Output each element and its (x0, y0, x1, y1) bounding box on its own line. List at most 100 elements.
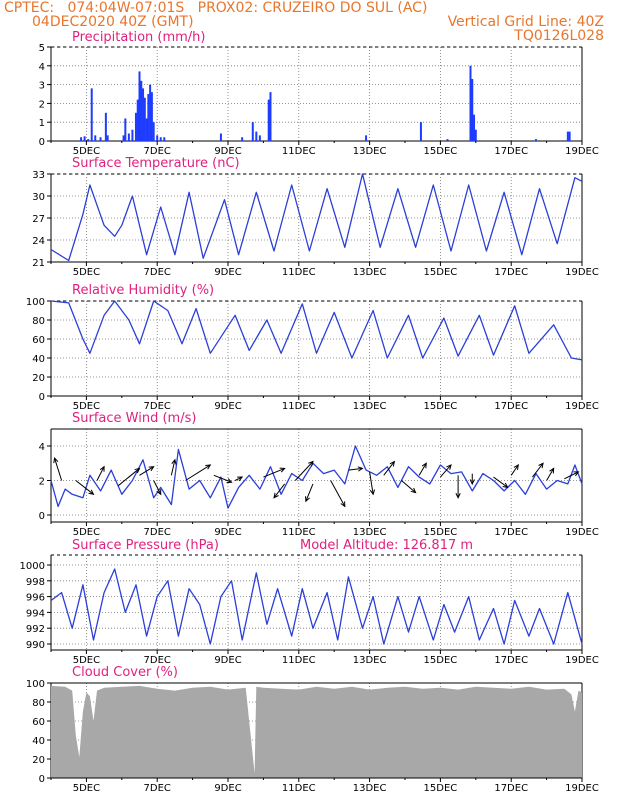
wind-arrow (546, 468, 555, 481)
wind-arrow (401, 480, 416, 493)
precip-xtick-label: 11DEC (282, 146, 316, 157)
precip-bar (568, 131, 571, 141)
wind-arrow (117, 468, 140, 487)
cloud-ytick-label: 40 (32, 736, 45, 747)
wind-arrow-head (446, 464, 452, 470)
wind-arrow (263, 467, 285, 478)
pressure-xtick-label: 17DEC (494, 655, 528, 666)
wind-arrow-head (469, 479, 475, 486)
precip-bar (469, 65, 472, 141)
precip-bar (471, 78, 474, 141)
wind-ytick-label: 0 (39, 511, 45, 522)
header-datetime: 04DEC2020 40Z (GMT) (32, 14, 194, 30)
rh-title: Relative Humidity (%) (72, 283, 214, 298)
precip-xtick-label: 9DEC (214, 146, 241, 157)
wind-ytick-label: 2 (39, 477, 45, 488)
precip-bar (83, 136, 86, 141)
wind-arrow-head (389, 460, 396, 467)
temp-series-line (50, 173, 583, 262)
wind-arrow-head (549, 467, 555, 474)
rh-xtick-label: 11DEC (282, 401, 316, 412)
precip-bar (566, 131, 569, 141)
precip-bar (94, 135, 97, 141)
pressure-xtick-label: 15DEC (424, 655, 458, 666)
wind-arrow-head (88, 489, 95, 496)
wind-arrow (153, 480, 162, 495)
precip-bar (138, 71, 141, 141)
temp-xtick-label: 13DEC (353, 267, 387, 278)
header-location: CPTEC: 074:04W-07:01S PROX02: CRUZEIRO D… (4, 0, 428, 16)
temp-ytick-label: 24 (32, 236, 45, 247)
temp-ytick-label: 30 (32, 192, 45, 203)
precip-bar (473, 114, 476, 141)
wind-arrow (564, 471, 579, 480)
wind-arrow (139, 466, 154, 476)
temp-xtick-label: 7DEC (144, 267, 171, 278)
wind-xtick-label: 9DEC (214, 527, 241, 538)
wind-arrow-head (99, 465, 105, 472)
wind-arrow-head (134, 467, 141, 474)
wind-arrow-head (279, 467, 286, 473)
precip-bar (136, 99, 139, 141)
precip-bar (145, 118, 148, 141)
wind-arrow-head (148, 466, 155, 472)
cloud-ytick-label: 0 (39, 774, 45, 785)
precip-bar (255, 131, 258, 141)
cloud-title: Cloud Cover (%) (72, 665, 178, 680)
pressure-ytick-label: 992 (26, 624, 45, 635)
wind-arrow-head (156, 489, 162, 496)
precip-bar (152, 122, 155, 141)
temp-xtick-label: 9DEC (214, 267, 241, 278)
precip-bar (127, 133, 130, 141)
wind-arrow-head (369, 489, 376, 496)
wind-arrow (440, 464, 452, 478)
precip-xtick-label: 19DEC (565, 146, 599, 157)
precip-bar (251, 122, 254, 141)
wind-xtick-label: 19DEC (565, 527, 599, 538)
wind-arrow (273, 483, 286, 499)
precip-bar (124, 118, 127, 141)
wind-arrow-head (340, 501, 346, 508)
precip-bar (419, 122, 422, 141)
precip-bar (241, 137, 244, 141)
pressure-title: Surface Pressure (hPa) (72, 538, 219, 553)
wind-arrow-head (226, 478, 233, 484)
temp-title: Surface Temperature (nC) (72, 156, 240, 171)
cloud-ytick-label: 60 (32, 717, 45, 728)
wind-arrow (348, 467, 363, 471)
temp-xtick-label: 17DEC (494, 267, 528, 278)
rh-xtick-label: 15DEC (424, 401, 458, 412)
rh-xtick-label: 19DEC (565, 401, 599, 412)
wind-arrow-head (421, 462, 427, 469)
wind-arrow-head (410, 487, 417, 494)
temp-xtick-label: 5DEC (73, 267, 100, 278)
wind-arrow-head (455, 493, 461, 499)
cloud-xtick-label: 13DEC (353, 783, 387, 794)
cloud-ytick-label: 20 (32, 755, 45, 766)
wind-arrow (75, 480, 94, 495)
precip-ytick-label: 3 (39, 81, 45, 92)
wind-arrow-head (305, 496, 310, 503)
precip-bar (446, 139, 449, 141)
precip-bar (90, 88, 93, 141)
precip-bar (269, 92, 272, 141)
wind-arrow-head (513, 464, 519, 470)
precip-bar (534, 139, 537, 141)
wind-arrow (418, 462, 427, 476)
wind-arrow-head (573, 471, 580, 477)
pressure-xtick-label: 13DEC (353, 655, 387, 666)
wind-arrow-head (53, 456, 59, 464)
wind-xtick-label: 17DEC (494, 527, 528, 538)
pressure-xtick-label: 19DEC (565, 655, 599, 666)
wind-arrow-head (357, 466, 364, 472)
wind-arrow (185, 464, 211, 481)
precip-bar (106, 135, 109, 141)
precip-bar (150, 92, 153, 141)
precip-bar (140, 80, 143, 141)
rh-xtick-label: 7DEC (144, 401, 171, 412)
rh-ytick-label: 60 (32, 335, 45, 346)
temp-ytick-label: 27 (32, 214, 45, 225)
cloud-ytick-label: 100 (26, 679, 45, 690)
precip-bar (365, 135, 368, 141)
